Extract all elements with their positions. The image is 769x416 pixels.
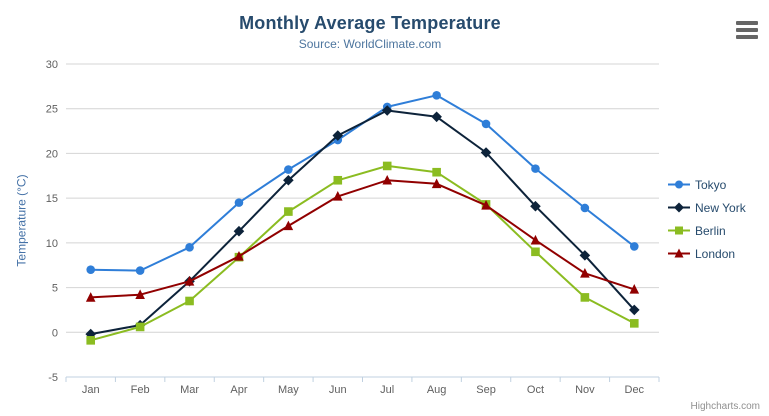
x-axis-tick-label: Nov xyxy=(575,384,595,396)
data-point-new-york-sep[interactable] xyxy=(480,147,492,158)
y-axis-tick-label: 10 xyxy=(46,238,58,250)
data-point-new-york-oct[interactable] xyxy=(530,200,541,212)
data-point-berlin-nov[interactable] xyxy=(580,293,590,302)
data-point-tokyo-oct[interactable] xyxy=(531,164,540,173)
data-point-tokyo-nov[interactable] xyxy=(580,203,590,213)
data-point-london-mar[interactable] xyxy=(184,276,195,286)
data-point-london-sep[interactable] xyxy=(481,199,491,210)
x-axis-tick-label: Feb xyxy=(131,384,150,396)
data-point-berlin-jun[interactable] xyxy=(333,175,343,185)
x-axis-tick-label: Aug xyxy=(427,384,447,396)
data-point-berlin-feb[interactable] xyxy=(135,322,145,332)
data-point-london-nov[interactable] xyxy=(580,267,590,278)
menu-bar xyxy=(736,35,758,39)
legend-label: New York xyxy=(695,200,746,215)
y-axis-title: Temperature (°C) xyxy=(14,174,29,267)
y-axis-tick-label: 25 xyxy=(46,104,58,116)
data-point-london-feb[interactable] xyxy=(135,289,145,300)
series-line-berlin xyxy=(89,164,636,342)
legend: Tokyo New York Berlin London xyxy=(668,173,746,265)
data-point-tokyo-jan[interactable] xyxy=(86,265,96,274)
data-point-london-oct[interactable] xyxy=(530,234,541,245)
data-point-london-jun[interactable] xyxy=(332,191,343,201)
legend-item-london[interactable]: London xyxy=(668,242,746,265)
x-axis-tick-label: Oct xyxy=(527,384,544,396)
data-point-london-jul[interactable] xyxy=(382,174,393,185)
x-axis-tick-label: Jun xyxy=(329,384,347,396)
legend-marker-circle-icon xyxy=(668,180,690,189)
credits-link[interactable]: Highcharts.com xyxy=(690,401,760,412)
chart-title: Monthly Average Temperature xyxy=(239,13,501,33)
chart-subtitle: Source: WorldClimate.com xyxy=(298,37,442,51)
x-axis-tick-label: Dec xyxy=(625,384,645,396)
legend-label: London xyxy=(695,246,736,261)
x-axis-tick-label: Apr xyxy=(230,384,247,396)
data-point-london-dec[interactable] xyxy=(629,284,640,294)
data-point-berlin-aug[interactable] xyxy=(432,167,441,177)
menu-bar xyxy=(736,28,758,32)
y-axis-tick-label: 15 xyxy=(46,193,58,205)
series-line-new-york xyxy=(89,109,636,336)
y-axis-tick-label: 0 xyxy=(52,327,58,339)
legend-item-tokyo[interactable]: Tokyo xyxy=(668,173,746,196)
data-point-berlin-mar[interactable] xyxy=(185,296,194,306)
legend-item-berlin[interactable]: Berlin xyxy=(668,219,746,242)
x-axis-tick-label: May xyxy=(278,384,299,396)
data-point-tokyo-dec[interactable] xyxy=(629,242,639,251)
legend-label: Berlin xyxy=(695,223,726,238)
data-point-tokyo-apr[interactable] xyxy=(234,198,244,207)
data-point-berlin-dec[interactable] xyxy=(629,319,639,328)
data-point-tokyo-may[interactable] xyxy=(284,165,293,174)
series-tokyo xyxy=(86,91,639,275)
data-point-new-york-apr[interactable] xyxy=(233,225,245,237)
y-axis-tick-label: 5 xyxy=(52,283,58,295)
data-point-berlin-may[interactable] xyxy=(284,207,293,216)
legend-label: Tokyo xyxy=(695,177,727,192)
legend-marker-square-icon xyxy=(668,226,690,235)
export-menu-icon[interactable] xyxy=(736,21,758,39)
x-axis-tick-label: Jan xyxy=(82,384,100,396)
series-line-tokyo xyxy=(89,94,636,272)
data-point-berlin-jan[interactable] xyxy=(86,336,96,345)
data-point-berlin-jul[interactable] xyxy=(382,161,392,171)
data-point-new-york-may[interactable] xyxy=(283,174,294,186)
x-axis-tick-label: Jul xyxy=(380,384,394,396)
data-point-london-aug[interactable] xyxy=(431,178,442,189)
y-axis-tick-label: 30 xyxy=(46,59,58,71)
legend-marker-diamond-icon xyxy=(668,202,690,213)
y-axis-tick-label: 20 xyxy=(46,148,58,160)
legend-marker-triangle-icon xyxy=(668,248,690,258)
data-point-london-jan[interactable] xyxy=(85,292,96,302)
data-point-tokyo-sep[interactable] xyxy=(481,119,491,129)
series-line-london xyxy=(89,179,636,299)
series-new-york xyxy=(85,105,640,340)
data-point-tokyo-aug[interactable] xyxy=(432,91,441,100)
data-point-berlin-oct[interactable] xyxy=(531,247,540,257)
data-point-new-york-dec[interactable] xyxy=(628,304,640,316)
data-point-new-york-nov[interactable] xyxy=(579,250,591,261)
data-point-tokyo-feb[interactable] xyxy=(135,266,145,275)
data-point-new-york-aug[interactable] xyxy=(431,111,442,123)
data-point-london-may[interactable] xyxy=(283,220,294,231)
x-axis-tick-label: Mar xyxy=(180,384,199,396)
y-axis-tick-label: -5 xyxy=(48,372,58,384)
series-london xyxy=(85,174,640,302)
menu-bar xyxy=(736,21,758,25)
data-point-london-apr[interactable] xyxy=(234,250,244,261)
data-point-new-york-jan[interactable] xyxy=(85,328,97,340)
data-point-new-york-jun[interactable] xyxy=(332,130,344,141)
legend-item-new-york[interactable]: New York xyxy=(668,196,746,219)
x-axis-tick-label: Sep xyxy=(476,384,496,396)
data-point-new-york-jul[interactable] xyxy=(381,105,393,116)
data-point-tokyo-mar[interactable] xyxy=(185,243,194,252)
